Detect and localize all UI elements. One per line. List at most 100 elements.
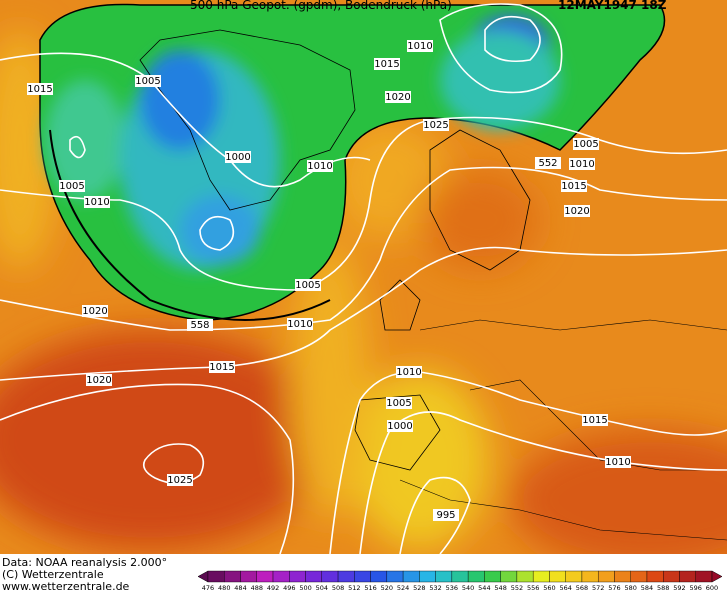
label-bg [209,361,235,373]
label-bg [135,75,161,87]
colorbar-swatch [354,570,371,583]
colorbar-label: 588 [657,584,669,592]
colorbar-label: 500 [299,584,311,592]
isobar-label: 1005 [295,280,320,291]
colorbar-label: 508 [332,584,344,592]
label-bg [84,196,110,208]
colorbar-swatch [467,570,485,583]
colorbar-swatch [402,570,420,583]
isobar-label: 1020 [86,375,111,386]
colorbar-label: 492 [267,584,279,592]
colorbar-label: 512 [348,584,360,592]
label-bg [187,319,213,331]
isobar-label: 1010 [569,159,594,170]
label-bg [27,83,53,95]
colorbar-swatch [565,570,583,583]
field [0,0,727,554]
isobar-label: 1010 [84,197,109,208]
isobar-label: 1010 [396,367,421,378]
colorbar-label: 592 [673,584,685,592]
colorbar-label: 536 [446,584,458,592]
footer-copyright: (C) Wetterzentrale [2,568,104,581]
colorbar-label: 544 [478,584,490,592]
isobar-label: 1010 [287,319,312,330]
label-bg [396,366,422,378]
colorbar-swatch [435,570,453,583]
label-bg [582,414,608,426]
colorbar-swatch [597,570,615,583]
label-bg [374,58,400,70]
label-bg [386,397,412,409]
colorbar-label: 600 [706,584,718,592]
colorbar-label: 540 [462,584,474,592]
isobar-label: 1015 [209,362,234,373]
colorbar-label: 552 [511,584,523,592]
colorbar-label: 484 [234,584,246,592]
label-bg [423,119,449,131]
colorbar-label: 504 [316,584,328,592]
label-bg [225,151,251,163]
isobar-label: 1025 [167,475,192,486]
colorbar-swatch [532,570,550,583]
colorbar-swatch [500,570,518,583]
colorbar-swatch [256,570,274,583]
colorbar-swatch [451,570,469,583]
label-bg [573,138,599,150]
colorbar-label: 532 [429,584,441,592]
isobar-label: 1020 [82,306,107,317]
map-title: 500 hPa Geopot. (gpdm), Bodendruck (hPa) [190,0,452,12]
colorbar-swatch [224,570,241,583]
colorbar-swatch [419,570,436,583]
colorbar-swatch [305,570,323,583]
label-bg [385,91,411,103]
colorbar-label: 556 [527,584,539,592]
colorbar-label: 476 [202,584,214,592]
colorbar-swatch [386,570,404,583]
colorbar-swatch [679,570,696,583]
isobar-label: 1005 [573,139,598,150]
label-bg [605,456,631,468]
colorbar-swatch [516,570,534,583]
colorbar-swatch [289,570,306,583]
colorbar-end [711,570,723,583]
label-bg [287,318,313,330]
label-bg [167,474,193,486]
colorbar-swatch [240,570,257,583]
label-bg [433,509,459,521]
colorbar-label: 564 [559,584,571,592]
isobar-label: 1020 [385,92,410,103]
colorbar-label: 520 [381,584,393,592]
colorbar-swatch [663,570,680,583]
colorbar-swatch [630,570,648,583]
map-date: 12MAY1947 18Z [558,0,667,12]
colorbar-swatch [614,570,631,583]
isobar-label: 1005 [135,76,160,87]
label-bg [82,305,108,317]
label-bg [59,180,85,192]
colorbar-label: 528 [413,584,425,592]
label-bg [307,160,333,172]
isobar-label: 1010 [605,457,630,468]
isobar-label: 552 [538,158,557,169]
isobar-label: 1005 [59,181,84,192]
isobar-label: 1000 [225,152,250,163]
isobar-label: 1015 [582,415,607,426]
colorbar-swatch [581,570,599,583]
isobar-label: 995 [436,510,455,521]
colorbar-label: 568 [576,584,588,592]
colorbar-swatch [272,570,290,583]
colorbar: 476 480 484 488 492 496 500 504 508 512 516 520 524 5… [197,570,723,592]
colorbar-label: 480 [218,584,230,592]
colorbar-swatch [695,570,713,583]
footer-url: www.wetterzentrale.de [2,580,130,593]
isobar-label: 1010 [307,161,332,172]
isobar-label: 1015 [27,84,52,95]
isobar-label: 1000 [387,421,412,432]
colorbar-swatch [484,570,501,583]
colorbar-label: 576 [608,584,620,592]
colorbar-label: 488 [251,584,263,592]
label-bg [564,205,590,217]
